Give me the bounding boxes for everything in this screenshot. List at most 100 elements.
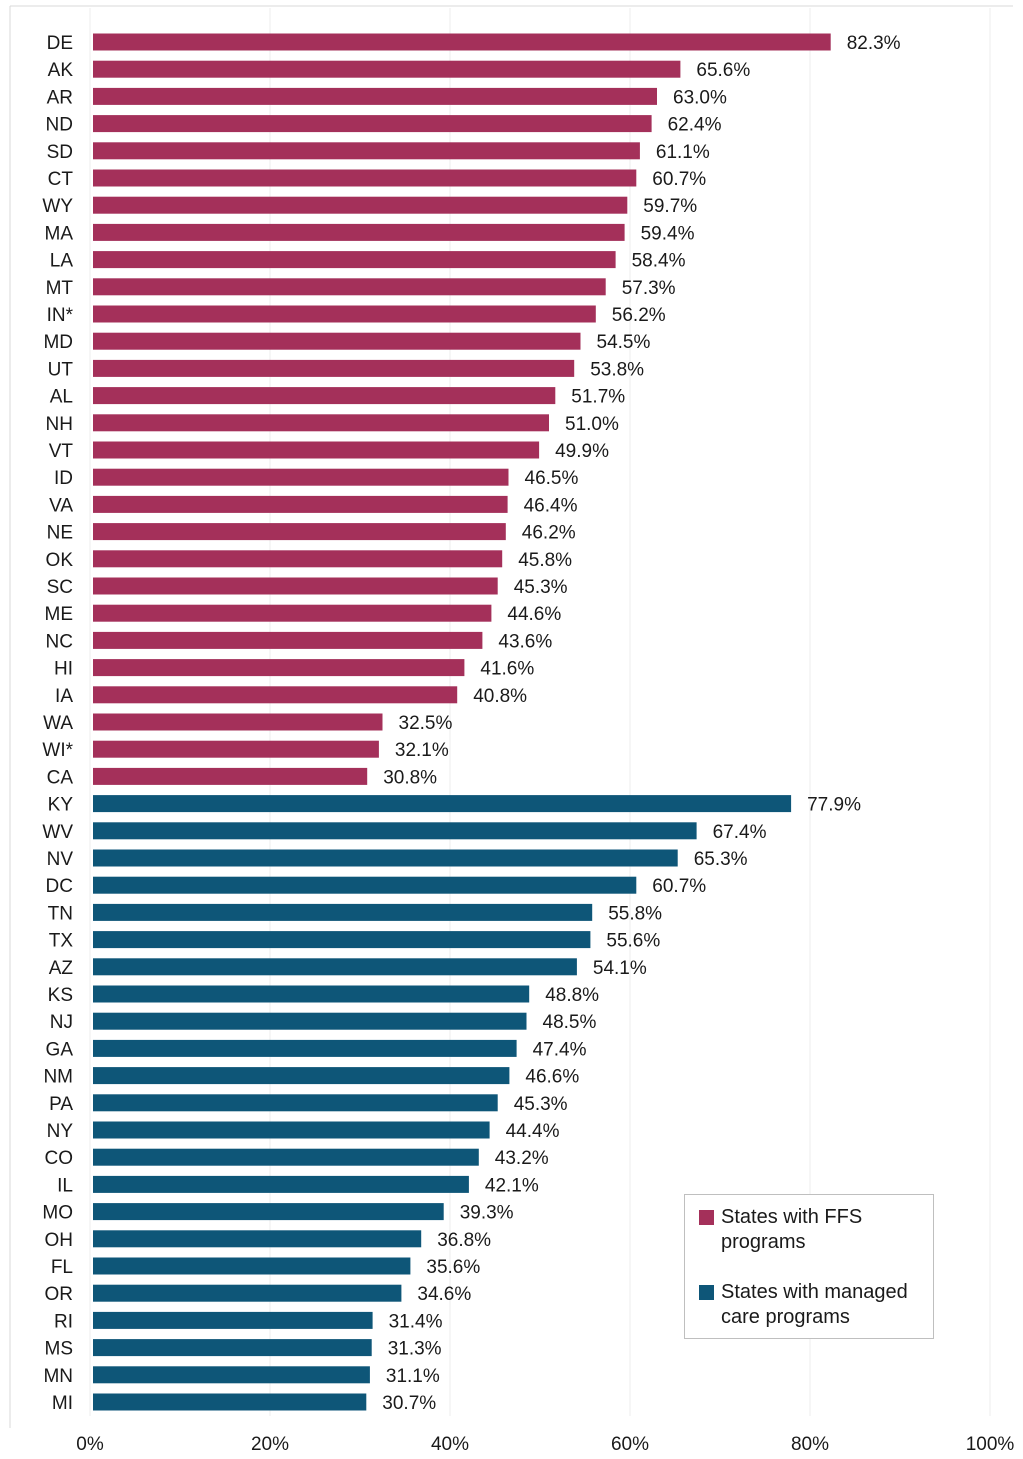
category-label: MN: [43, 1366, 73, 1387]
bar-ffs: [93, 740, 379, 758]
bar-ffs: [93, 713, 383, 731]
legend-swatch-managed: [699, 1285, 714, 1300]
data-label: 32.1%: [395, 740, 449, 761]
bar-managed: [93, 1039, 517, 1057]
data-label: 53.8%: [590, 359, 644, 380]
data-label: 59.7%: [643, 196, 697, 217]
bar-ffs: [93, 251, 616, 269]
bar-managed: [93, 1121, 490, 1139]
data-label: 40.8%: [473, 686, 527, 707]
bar-managed: [93, 1067, 510, 1085]
bar-ffs: [93, 767, 368, 785]
bar-managed: [93, 1339, 372, 1357]
data-label: 58.4%: [632, 251, 686, 272]
bar-ffs: [93, 523, 506, 541]
category-label: SD: [47, 142, 73, 163]
chart-legend: States with FFS programs States with man…: [684, 1194, 934, 1339]
data-label: 77.9%: [807, 795, 861, 816]
category-label: SC: [47, 577, 73, 598]
x-tick-label: 60%: [611, 1434, 649, 1454]
category-label: HI: [54, 659, 73, 680]
category-label: RI: [54, 1311, 73, 1332]
data-label: 31.1%: [386, 1366, 440, 1387]
data-label: 46.2%: [522, 523, 576, 544]
data-label: 45.3%: [514, 1094, 568, 1115]
category-label: MD: [43, 332, 73, 353]
data-label: 36.8%: [437, 1230, 491, 1251]
bar-managed: [93, 1257, 411, 1275]
category-label: CO: [45, 1148, 74, 1169]
data-label: 35.6%: [426, 1257, 480, 1278]
category-label: WI*: [42, 740, 73, 761]
data-label: 44.4%: [506, 1121, 560, 1142]
bar-ffs: [93, 278, 606, 296]
data-label: 31.3%: [388, 1339, 442, 1360]
bar-ffs: [93, 87, 657, 105]
bar-managed: [93, 1012, 527, 1030]
bar-ffs: [93, 359, 575, 377]
category-label: DC: [46, 876, 73, 897]
data-label: 63.0%: [673, 87, 727, 108]
bar-ffs: [93, 332, 581, 350]
category-label: CT: [48, 169, 74, 190]
category-label: KS: [48, 985, 73, 1006]
legend-entry-ffs: States with FFS programs: [699, 1205, 927, 1255]
bar-ffs: [93, 414, 549, 432]
category-label: UT: [48, 359, 74, 380]
category-label: KY: [48, 795, 74, 816]
x-tick-label: 40%: [431, 1434, 469, 1454]
data-label: 54.5%: [597, 332, 651, 353]
category-label: WY: [42, 196, 73, 217]
data-label: 55.6%: [606, 931, 660, 952]
data-label: 45.3%: [514, 577, 568, 598]
data-label: 59.4%: [641, 223, 695, 244]
data-label: 30.7%: [382, 1393, 436, 1414]
category-label: OK: [46, 550, 74, 571]
legend-label-managed-line2: care programs: [721, 1306, 850, 1328]
category-label: AK: [48, 60, 74, 81]
category-label: IA: [55, 686, 73, 707]
data-label: 48.8%: [545, 985, 599, 1006]
bar-managed: [93, 1175, 469, 1193]
data-label: 31.4%: [389, 1311, 443, 1332]
data-label: 43.6%: [498, 631, 552, 652]
data-label: 43.2%: [495, 1148, 549, 1169]
data-label: 34.6%: [417, 1284, 471, 1305]
data-label: 46.6%: [525, 1067, 579, 1088]
bar-ffs: [93, 550, 503, 568]
bar-managed: [93, 1366, 370, 1384]
category-label: NC: [46, 631, 73, 652]
category-label: DE: [47, 33, 73, 54]
data-label: 82.3%: [847, 33, 901, 54]
data-label: 41.6%: [480, 659, 534, 680]
data-label: 57.3%: [622, 278, 676, 299]
category-label: MT: [46, 278, 74, 299]
data-label: 30.8%: [383, 767, 437, 788]
category-label: CA: [47, 767, 74, 788]
data-label: 61.1%: [656, 142, 710, 163]
category-label: NJ: [50, 1012, 73, 1033]
category-label: NV: [47, 849, 74, 870]
legend-label-ffs-line2: programs: [721, 1231, 806, 1253]
category-label: TX: [49, 931, 74, 952]
category-label: VA: [49, 495, 73, 516]
bar-managed: [93, 931, 591, 949]
bar-ffs: [93, 305, 596, 323]
category-label: AR: [47, 87, 73, 108]
data-label: 65.6%: [696, 60, 750, 81]
bar-ffs: [93, 142, 640, 160]
bar-ffs: [93, 223, 625, 241]
x-tick-label: 100%: [966, 1434, 1015, 1454]
data-label: 47.4%: [533, 1039, 587, 1060]
bar-ffs: [93, 495, 508, 513]
bar-ffs: [93, 468, 509, 486]
data-label: 67.4%: [713, 822, 767, 843]
data-label: 60.7%: [652, 876, 706, 897]
x-tick-label: 80%: [791, 1434, 829, 1454]
bar-managed: [93, 1230, 422, 1248]
category-label: AZ: [49, 958, 74, 979]
data-label: 46.5%: [525, 468, 579, 489]
bar-managed: [93, 822, 697, 840]
bar-ffs: [93, 196, 628, 214]
data-label: 62.4%: [668, 115, 722, 136]
